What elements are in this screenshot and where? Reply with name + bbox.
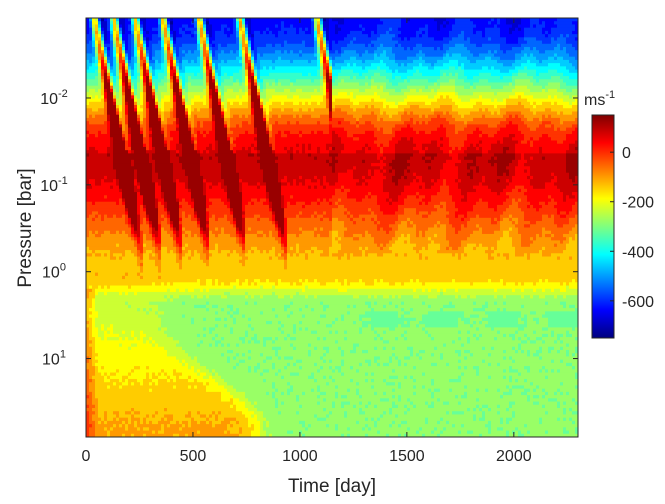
heatmap-field	[86, 18, 579, 438]
